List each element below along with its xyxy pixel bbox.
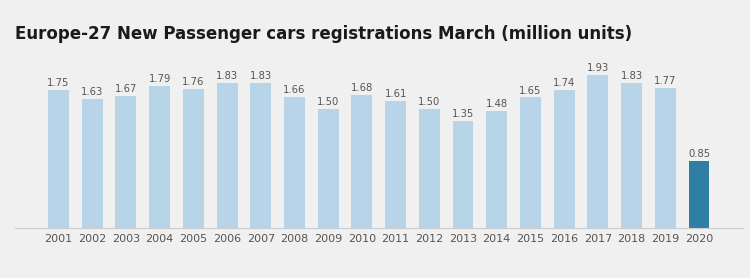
Text: 1.83: 1.83 xyxy=(250,71,272,81)
Text: 1.83: 1.83 xyxy=(216,71,238,81)
Text: 1.66: 1.66 xyxy=(284,85,306,95)
Bar xyxy=(183,89,204,228)
Text: 1.35: 1.35 xyxy=(452,109,474,119)
Text: 1.50: 1.50 xyxy=(317,97,339,107)
Bar xyxy=(520,98,541,228)
Text: 1.48: 1.48 xyxy=(486,99,508,109)
Bar xyxy=(688,161,709,228)
Text: Europe-27 New Passenger cars registrations March (million units): Europe-27 New Passenger cars registratio… xyxy=(15,25,632,43)
Bar xyxy=(352,95,372,228)
Text: 1.75: 1.75 xyxy=(47,78,70,88)
Bar xyxy=(554,90,574,228)
Text: 0.85: 0.85 xyxy=(688,149,710,159)
Bar xyxy=(251,83,272,228)
Bar xyxy=(452,121,473,228)
Bar xyxy=(82,99,103,228)
Bar xyxy=(116,96,136,228)
Bar xyxy=(655,88,676,228)
Bar xyxy=(621,83,642,228)
Bar xyxy=(149,86,170,228)
Bar xyxy=(284,97,305,228)
Text: 1.77: 1.77 xyxy=(654,76,676,86)
Text: 1.83: 1.83 xyxy=(620,71,643,81)
Bar xyxy=(419,109,440,228)
Bar xyxy=(587,75,608,228)
Text: 1.79: 1.79 xyxy=(148,75,171,85)
Text: 1.68: 1.68 xyxy=(351,83,373,93)
Bar xyxy=(318,109,339,228)
Bar xyxy=(48,90,69,228)
Text: 1.74: 1.74 xyxy=(553,78,575,88)
Text: 1.65: 1.65 xyxy=(519,86,542,96)
Text: 1.63: 1.63 xyxy=(81,87,104,97)
Bar xyxy=(486,111,507,228)
Text: 1.76: 1.76 xyxy=(182,77,205,87)
Bar xyxy=(386,101,406,228)
Text: 1.67: 1.67 xyxy=(115,84,137,94)
Text: 1.50: 1.50 xyxy=(419,97,440,107)
Text: 1.61: 1.61 xyxy=(385,89,406,99)
Bar xyxy=(217,83,238,228)
Text: 1.93: 1.93 xyxy=(586,63,609,73)
